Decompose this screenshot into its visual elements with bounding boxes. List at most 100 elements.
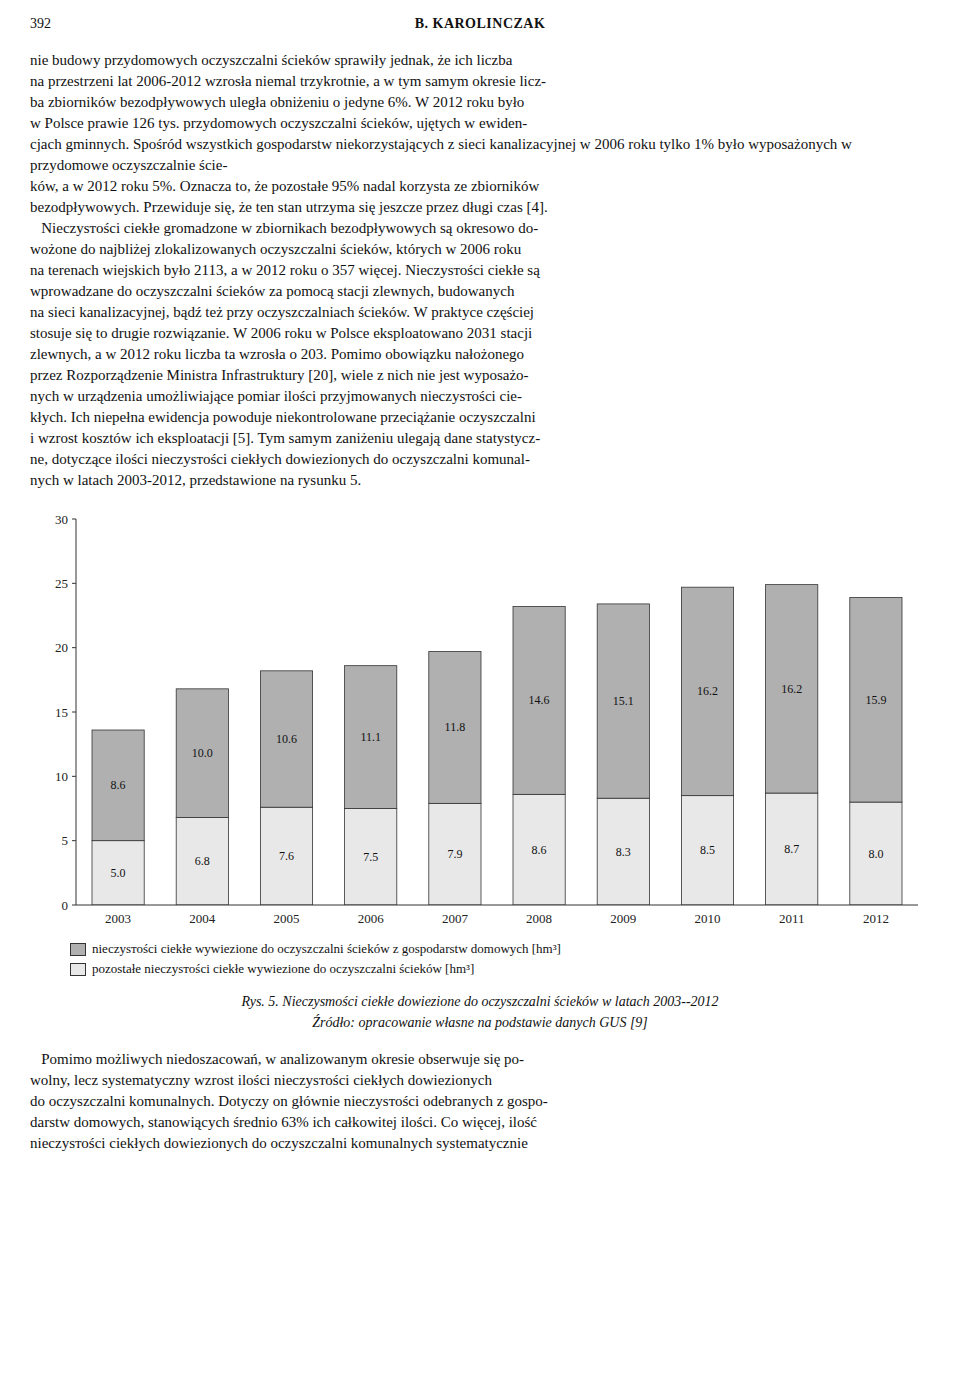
bar-segment xyxy=(260,671,312,807)
data-label: 10.0 xyxy=(192,746,213,760)
y-tick-label: 15 xyxy=(55,705,68,720)
text-line: Pomimo możliwych niedoszacowań, w analiz… xyxy=(30,1049,930,1070)
y-tick-label: 25 xyxy=(55,576,68,591)
text-line: ne, dotyczące ilości nieczysтоści ciekły… xyxy=(30,449,930,470)
data-label: 15.9 xyxy=(865,693,886,707)
page-number: 392 xyxy=(30,16,51,32)
bars xyxy=(92,585,902,905)
bar-segment xyxy=(766,585,818,793)
x-tick-label: 2007 xyxy=(442,911,469,926)
y-tick xyxy=(72,647,76,648)
caption-title: Rys. 5. Nieczysтоści ciekłe dowiezione d… xyxy=(30,991,930,1012)
data-label: 5.0 xyxy=(111,866,126,880)
text-line: wolny, lecz systematyczny wzrost ilości … xyxy=(30,1070,930,1091)
y-tick xyxy=(72,519,76,520)
running-head: B. KAROLINCZAK xyxy=(30,16,930,32)
data-label: 8.6 xyxy=(532,843,547,857)
bar-segment xyxy=(850,802,902,905)
bar-segment xyxy=(429,803,481,905)
bar-segment xyxy=(681,796,733,905)
bar-segment xyxy=(92,841,144,905)
text-line: na przestrzeni lat 2006-2012 wzrosła nie… xyxy=(30,71,930,92)
x-tick-label: 2011 xyxy=(779,911,805,926)
x-tick-label: 2009 xyxy=(610,911,636,926)
data-label: 15.1 xyxy=(613,694,634,708)
x-tick-label: 2005 xyxy=(274,911,300,926)
data-label: 8.7 xyxy=(784,842,799,856)
text-line: wożone do najbliżej zlokalizowanych oczy… xyxy=(30,239,930,260)
legend-item: pozostałe nieczysтоści ciekłe wywiezione… xyxy=(70,959,930,979)
x-tick-label: 2004 xyxy=(189,911,216,926)
captions: Rys. 5. Nieczysтоści ciekłe dowiezione d… xyxy=(30,991,930,1033)
text-line: i wzrost kosztów ich eksploatacji [5]. T… xyxy=(30,428,930,449)
bar-segment xyxy=(597,604,649,798)
data-label: 16.2 xyxy=(781,682,802,696)
text-line: cjach gminnych. Spośród wszystkich gospo… xyxy=(30,134,930,176)
chart: 5.06.87.67.57.98.68.38.58.78.08.610.010.… xyxy=(30,505,930,935)
page-header: 392B. KAROLINCZAK xyxy=(30,16,930,38)
legend-item: nieczysтоści ciekłe wywiezione do oczysz… xyxy=(70,939,930,959)
bar-segment xyxy=(345,666,397,809)
data-label: 6.8 xyxy=(195,854,210,868)
legend: nieczysтоści ciekłe wywiezione do oczysz… xyxy=(70,939,930,979)
text-line: nych w urządzenia umożliwiające pomiar i… xyxy=(30,386,930,407)
text-line: zlewnych, a w 2012 roku liczba ta wzrosł… xyxy=(30,344,930,365)
bar-segment xyxy=(850,597,902,802)
data-label: 8.6 xyxy=(111,778,126,792)
text-line: w Polsce prawie 126 tys. przydomowych oc… xyxy=(30,113,930,134)
legend-label: nieczysтоści ciekłe wywiezione do oczysz… xyxy=(92,939,561,959)
text-line: stosuje się to drugie rozwiązanie. W 200… xyxy=(30,323,930,344)
data-label: 7.6 xyxy=(279,849,294,863)
bar-segment xyxy=(681,587,733,795)
text-line: darstw domowych, stanowiących średnio 63… xyxy=(30,1112,930,1133)
legend-swatch xyxy=(70,963,86,976)
bar-segment xyxy=(513,794,565,905)
text-line: na terenach wiejskich było 2113, a w 201… xyxy=(30,260,930,281)
text-line: na sieci kanalizacyjnej, bądź też przy o… xyxy=(30,302,930,323)
y-tick xyxy=(72,840,76,841)
text-below: Pomimo możliwych niedoszacowań, w analiz… xyxy=(30,1049,930,1154)
data-label: 8.5 xyxy=(700,843,715,857)
x-tick-label: 2003 xyxy=(105,911,131,926)
y-tick-label: 30 xyxy=(55,512,68,527)
bar-segment xyxy=(513,606,565,794)
text-line: bezodpływowych. Przewiduje się, że ten s… xyxy=(30,197,930,218)
data-label: 7.5 xyxy=(363,850,378,864)
data-label: 14.6 xyxy=(529,693,550,707)
x-tick-label: 2010 xyxy=(695,911,721,926)
text-line: ba zbiorników bezodpływowych uległa obni… xyxy=(30,92,930,113)
text-line: nie budowy przydomowych oczyszczalni ści… xyxy=(30,50,930,71)
bar-segment xyxy=(345,809,397,906)
bar-segment xyxy=(260,807,312,905)
caption-source: Źródło: opracowanie własne na podstawie … xyxy=(30,1012,930,1033)
y-tick-label: 10 xyxy=(55,769,68,784)
y-tick-label: 20 xyxy=(55,640,68,655)
y-tick xyxy=(72,776,76,777)
data-label: 11.1 xyxy=(360,730,381,744)
bar-segment xyxy=(766,793,818,905)
data-label: 7.9 xyxy=(447,847,462,861)
text-line: nieczysтоści ciekłych dowiezionych do oc… xyxy=(30,1133,930,1154)
y-tick xyxy=(72,905,76,906)
y-tick-label: 5 xyxy=(62,833,69,848)
bar-segment xyxy=(429,652,481,804)
x-tick-label: 2006 xyxy=(358,911,385,926)
data-label: 16.2 xyxy=(697,684,718,698)
bar-segment xyxy=(176,818,228,905)
text-line: wprowadzane do oczyszczalni ścieków za p… xyxy=(30,281,930,302)
text-line: do oczyszczalni komunalnych. Dotyczy on … xyxy=(30,1091,930,1112)
bar-segment xyxy=(597,798,649,905)
bar-segment xyxy=(176,689,228,818)
bar-segment xyxy=(92,730,144,841)
data-label: 8.0 xyxy=(868,847,883,861)
y-tick-label: 0 xyxy=(62,898,69,913)
x-tick-label: 2008 xyxy=(526,911,552,926)
legend-swatch xyxy=(70,943,86,956)
data-labels: 5.06.87.67.57.98.68.38.58.78.08.610.010.… xyxy=(111,682,887,880)
page: 392B. KAROLINCZAK nie budowy przydomowych… xyxy=(0,0,960,1154)
text-line: Nieczysтоści ciekłe gromadzone w zbiorni… xyxy=(30,218,930,239)
y-tick xyxy=(72,712,76,713)
x-tick-label: 2012 xyxy=(863,911,889,926)
y-tick xyxy=(72,583,76,584)
text-line: kłych. Ich niepełna ewidencja powoduje n… xyxy=(30,407,930,428)
